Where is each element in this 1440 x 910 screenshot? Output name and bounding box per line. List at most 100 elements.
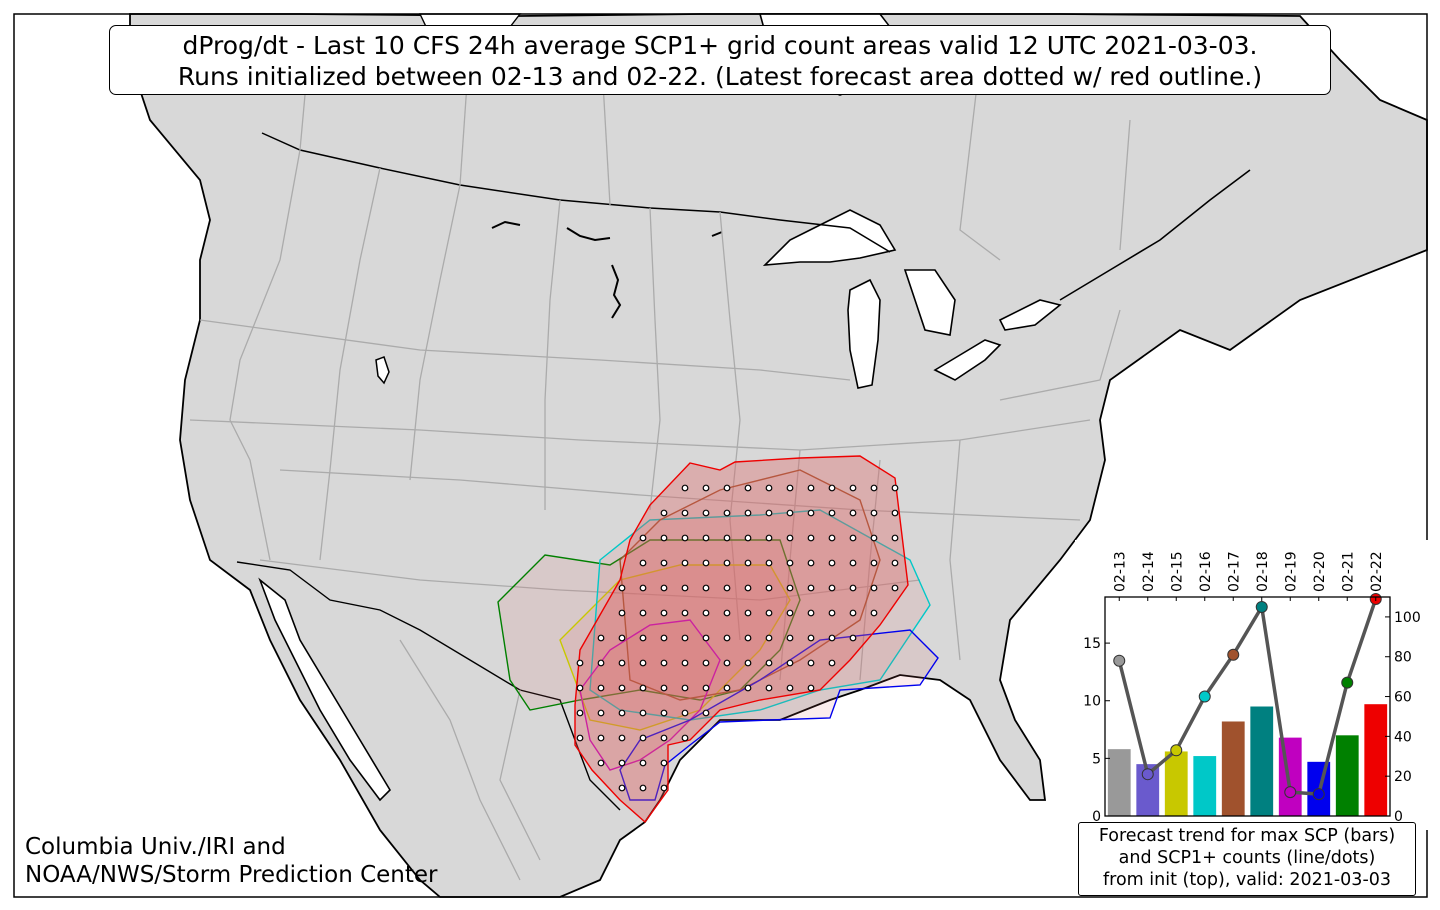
grid-dot (765, 659, 773, 667)
grid-dot (807, 484, 815, 492)
grid-dot (702, 609, 710, 617)
trend-count-dot-02-13 (1113, 654, 1126, 667)
grid-dot (597, 684, 605, 692)
grid-dot (681, 559, 689, 567)
grid-dot (702, 709, 710, 717)
grid-dot (765, 684, 773, 692)
grid-dot (597, 634, 605, 642)
grid-dot (744, 609, 752, 617)
trend-count-dot-02-14 (1141, 768, 1154, 781)
grid-dot (807, 534, 815, 542)
grid-dot (702, 684, 710, 692)
trend-bar-02-22 (1364, 704, 1388, 816)
grid-dot (786, 484, 794, 492)
grid-dot (807, 634, 815, 642)
lake-erie (933, 339, 1002, 381)
grid-dot (702, 559, 710, 567)
grid-dot (660, 759, 668, 767)
grid-dot (702, 534, 710, 542)
grid-dot (786, 559, 794, 567)
grid-dot (723, 634, 731, 642)
lake-michigan (847, 278, 881, 389)
area-02-15 (559, 564, 791, 731)
grid-dot (828, 484, 836, 492)
area-02-20 (619, 629, 939, 801)
grid-dot (891, 584, 899, 592)
right-tick-label: 0 (1394, 809, 1403, 825)
grid-dot (870, 559, 878, 567)
grid-dot (828, 609, 836, 617)
right-tick-label: 20 (1394, 769, 1412, 785)
category-label: 02-16 (1198, 551, 1214, 592)
grid-dot (576, 659, 584, 667)
trend-bar-02-14 (1136, 764, 1160, 816)
trend-count-dot-02-17 (1227, 648, 1240, 661)
land-mass (129, 13, 1428, 898)
grid-dot (681, 484, 689, 492)
map-frame (13, 13, 1428, 898)
grid-dot (681, 709, 689, 717)
grid-dot (702, 584, 710, 592)
grid-dot (849, 559, 857, 567)
grid-dot (828, 509, 836, 517)
category-label: 02-15 (1169, 551, 1185, 592)
grid-dot (786, 684, 794, 692)
grid-dot (723, 659, 731, 667)
grid-dot (702, 484, 710, 492)
grid-dot (660, 634, 668, 642)
grid-dot (891, 484, 899, 492)
grid-dot (681, 584, 689, 592)
grid-dot (744, 634, 752, 642)
credit-line-1: Columbia Univ./IRI and (25, 834, 286, 860)
grid-dot (660, 509, 668, 517)
grid-dot (660, 734, 668, 742)
grid-dot (681, 634, 689, 642)
area-02-22 (574, 455, 909, 824)
trend-caption-line-1: Forecast trend for max SCP (bars) (1098, 826, 1396, 846)
trend-line (1113, 592, 1382, 801)
trend-caption-line-2: and SCP1+ counts (line/dots) (1118, 848, 1376, 868)
trend-bar-02-15 (1164, 751, 1188, 816)
grid-dot (870, 584, 878, 592)
credit-text: Columbia Univ./IRI and NOAA/NWS/Storm Pr… (25, 833, 438, 889)
scp-dots (576, 484, 899, 792)
trend-count-dot-02-21 (1341, 676, 1354, 689)
grid-dot (870, 534, 878, 542)
grid-dot (723, 684, 731, 692)
right-tick-label: 80 (1394, 650, 1412, 666)
grid-dot (891, 509, 899, 517)
grid-dot (849, 509, 857, 517)
grid-dot (723, 509, 731, 517)
grid-dot (744, 659, 752, 667)
grid-dot (765, 559, 773, 567)
left-tick-label: 5 (1092, 751, 1101, 767)
title-line-2: Runs initialized between 02-13 and 02-22… (177, 62, 1263, 91)
lake-superior (762, 209, 897, 266)
st-lawrence (1059, 169, 1251, 301)
lake-winnipeg (611, 264, 622, 319)
grid-dot (807, 609, 815, 617)
grid-dot (744, 559, 752, 567)
grid-dot (597, 759, 605, 767)
category-label: 02-19 (1283, 551, 1299, 592)
grid-dot (765, 509, 773, 517)
trend-count-dot-02-19 (1284, 786, 1297, 799)
grid-dot (639, 634, 647, 642)
category-label: 02-22 (1369, 551, 1385, 592)
grid-dot (786, 634, 794, 642)
area-02-19 (579, 619, 721, 771)
grid-dot (828, 659, 836, 667)
grid-dot (786, 534, 794, 542)
grid-dot (660, 709, 668, 717)
grid-dot (639, 609, 647, 617)
grid-dot (660, 609, 668, 617)
category-label: 02-18 (1255, 551, 1271, 592)
grid-dot (660, 559, 668, 567)
grid-dot (723, 559, 731, 567)
trend-count-dot-02-15 (1170, 744, 1183, 757)
grid-dot (828, 534, 836, 542)
state-borders (189, 29, 1131, 881)
grid-dot (681, 609, 689, 617)
lake-ontario (998, 299, 1062, 331)
